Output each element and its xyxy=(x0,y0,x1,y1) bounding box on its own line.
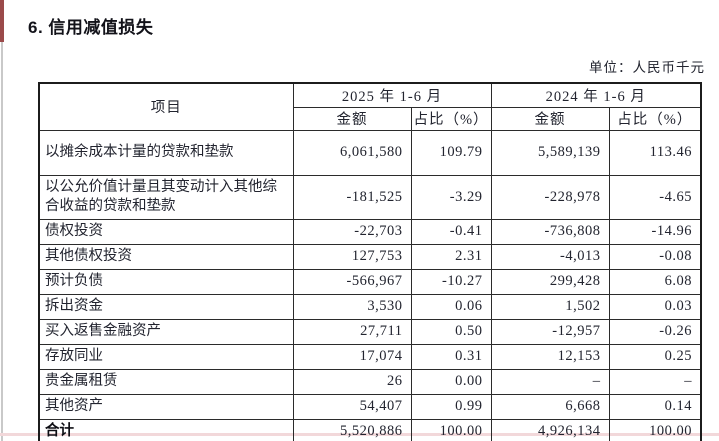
row-amount-2024: 12,153 xyxy=(490,343,610,370)
row-ratio-2025: 2.31 xyxy=(410,243,492,270)
row-ratio-2024: 100.00 xyxy=(608,418,702,441)
row-amount-2024: 6,668 xyxy=(490,393,610,420)
row-ratio-2024: 0.03 xyxy=(608,293,702,320)
left-edge-artifact xyxy=(1,0,3,441)
header-period-2025: 2025 年 1-6 月 xyxy=(292,82,492,108)
row-ratio-2024: 0.14 xyxy=(608,393,702,420)
row-item-label: 其他债权投资 xyxy=(38,243,294,270)
row-ratio-2024: -4.65 xyxy=(608,174,702,220)
row-amount-2024: 299,428 xyxy=(490,268,610,295)
row-item-label: 拆出资金 xyxy=(38,293,294,320)
row-ratio-2025: 0.31 xyxy=(410,343,492,370)
credit-impairment-table: 项目 2025 年 1-6 月 2024 年 1-6 月 金额 占比（%） 金额… xyxy=(38,82,702,441)
section-title: 6. 信用减值损失 xyxy=(28,18,154,37)
header-ratio-2024: 占比（%） xyxy=(608,106,702,131)
row-item-label: 债权投资 xyxy=(38,218,294,245)
row-amount-2025: 54,407 xyxy=(292,393,412,420)
row-ratio-2024: 113.46 xyxy=(608,129,702,176)
header-amount-2025: 金额 xyxy=(292,106,412,131)
header-ratio-2025: 占比（%） xyxy=(410,106,492,131)
row-item-label: 预计负债 xyxy=(38,268,294,295)
row-amount-2025: 26 xyxy=(292,368,412,395)
row-item-label: 以公允价值计量且其变动计入其他综合收益的贷款和垫款 xyxy=(38,174,294,220)
table-row: 贵金属租赁 26 0.00 – – xyxy=(38,368,702,395)
row-item-label: 合计 xyxy=(38,418,294,441)
row-ratio-2025: 0.06 xyxy=(410,293,492,320)
row-amount-2024: – xyxy=(490,368,610,395)
row-amount-2025: -22,703 xyxy=(292,218,412,245)
unit-label: 单位：人民币千元 xyxy=(589,60,705,75)
row-ratio-2024: 6.08 xyxy=(608,268,702,295)
row-ratio-2025: 0.00 xyxy=(410,368,492,395)
row-ratio-2024: -0.26 xyxy=(608,318,702,345)
table-row: 其他债权投资 127,753 2.31 -4,013 -0.08 xyxy=(38,243,702,270)
table-row: 以公允价值计量且其变动计入其他综合收益的贷款和垫款 -181,525 -3.29… xyxy=(38,174,702,220)
row-amount-2024: 4,926,134 xyxy=(490,418,610,441)
row-item-label: 其他资产 xyxy=(38,393,294,420)
table-row: 预计负债 -566,967 -10.27 299,428 6.08 xyxy=(38,268,702,295)
row-ratio-2025: -0.41 xyxy=(410,218,492,245)
row-ratio-2024: 0.25 xyxy=(608,343,702,370)
table-header: 项目 2025 年 1-6 月 2024 年 1-6 月 金额 占比（%） 金额… xyxy=(38,82,702,131)
header-period-2024: 2024 年 1-6 月 xyxy=(490,82,702,108)
table-row: 买入返售金融资产 27,711 0.50 -12,957 -0.26 xyxy=(38,318,702,345)
row-amount-2024: -4,013 xyxy=(490,243,610,270)
table-row: 存放同业 17,074 0.31 12,153 0.25 xyxy=(38,343,702,370)
table-row: 债权投资 -22,703 -0.41 -736,808 -14.96 xyxy=(38,218,702,245)
row-ratio-2025: 0.50 xyxy=(410,318,492,345)
row-ratio-2025: 109.79 xyxy=(410,129,492,176)
table-body: 以摊余成本计量的贷款和垫款 6,061,580 109.79 5,589,139… xyxy=(38,129,702,441)
table-row: 拆出资金 3,530 0.06 1,502 0.03 xyxy=(38,293,702,320)
row-ratio-2024: – xyxy=(608,368,702,395)
row-amount-2025: -566,967 xyxy=(292,268,412,295)
row-ratio-2025: -3.29 xyxy=(410,174,492,220)
row-ratio-2024: -14.96 xyxy=(608,218,702,245)
row-amount-2024: -736,808 xyxy=(490,218,610,245)
row-ratio-2025: -10.27 xyxy=(410,268,492,295)
row-amount-2025: 27,711 xyxy=(292,318,412,345)
row-amount-2025: -181,525 xyxy=(292,174,412,220)
row-amount-2024: -228,978 xyxy=(490,174,610,220)
row-amount-2025: 127,753 xyxy=(292,243,412,270)
row-amount-2024: 5,589,139 xyxy=(490,129,610,176)
table-row: 其他资产 54,407 0.99 6,668 0.14 xyxy=(38,393,702,420)
row-item-label: 买入返售金融资产 xyxy=(38,318,294,345)
header-item: 项目 xyxy=(38,82,294,131)
row-amount-2025: 3,530 xyxy=(292,293,412,320)
header-amount-2024: 金额 xyxy=(490,106,610,131)
row-item-label: 以摊余成本计量的贷款和垫款 xyxy=(38,129,294,176)
row-ratio-2025: 0.99 xyxy=(410,393,492,420)
left-edge-red-artifact xyxy=(0,0,4,42)
row-amount-2025: 5,520,886 xyxy=(292,418,412,441)
table-row: 以摊余成本计量的贷款和垫款 6,061,580 109.79 5,589,139… xyxy=(38,129,702,176)
row-item-label: 存放同业 xyxy=(38,343,294,370)
row-amount-2025: 6,061,580 xyxy=(292,129,412,176)
row-amount-2024: -12,957 xyxy=(490,318,610,345)
table-row: 合计 5,520,886 100.00 4,926,134 100.00 xyxy=(38,418,702,441)
row-ratio-2024: -0.08 xyxy=(608,243,702,270)
row-amount-2025: 17,074 xyxy=(292,343,412,370)
row-item-label: 贵金属租赁 xyxy=(38,368,294,395)
row-amount-2024: 1,502 xyxy=(490,293,610,320)
row-ratio-2025: 100.00 xyxy=(410,418,492,441)
